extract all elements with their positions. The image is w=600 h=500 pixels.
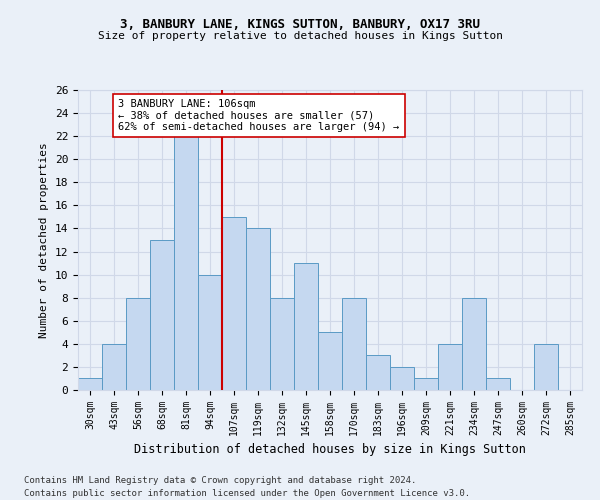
Bar xyxy=(174,136,198,390)
Bar xyxy=(366,356,390,390)
Bar xyxy=(318,332,342,390)
Bar xyxy=(342,298,366,390)
Bar xyxy=(222,217,246,390)
Bar xyxy=(390,367,414,390)
Bar xyxy=(198,274,222,390)
Bar xyxy=(438,344,462,390)
Bar xyxy=(270,298,294,390)
Bar xyxy=(78,378,102,390)
Text: 3 BANBURY LANE: 106sqm
← 38% of detached houses are smaller (57)
62% of semi-det: 3 BANBURY LANE: 106sqm ← 38% of detached… xyxy=(118,99,400,132)
X-axis label: Distribution of detached houses by size in Kings Sutton: Distribution of detached houses by size … xyxy=(134,444,526,456)
Bar xyxy=(294,263,318,390)
Text: Size of property relative to detached houses in Kings Sutton: Size of property relative to detached ho… xyxy=(97,31,503,41)
Text: 3, BANBURY LANE, KINGS SUTTON, BANBURY, OX17 3RU: 3, BANBURY LANE, KINGS SUTTON, BANBURY, … xyxy=(120,18,480,30)
Bar xyxy=(246,228,270,390)
Text: Contains public sector information licensed under the Open Government Licence v3: Contains public sector information licen… xyxy=(24,489,470,498)
Bar xyxy=(462,298,486,390)
Bar xyxy=(102,344,126,390)
Bar xyxy=(534,344,558,390)
Bar xyxy=(150,240,174,390)
Y-axis label: Number of detached properties: Number of detached properties xyxy=(39,142,49,338)
Text: Contains HM Land Registry data © Crown copyright and database right 2024.: Contains HM Land Registry data © Crown c… xyxy=(24,476,416,485)
Bar xyxy=(486,378,510,390)
Bar xyxy=(126,298,150,390)
Bar xyxy=(414,378,438,390)
